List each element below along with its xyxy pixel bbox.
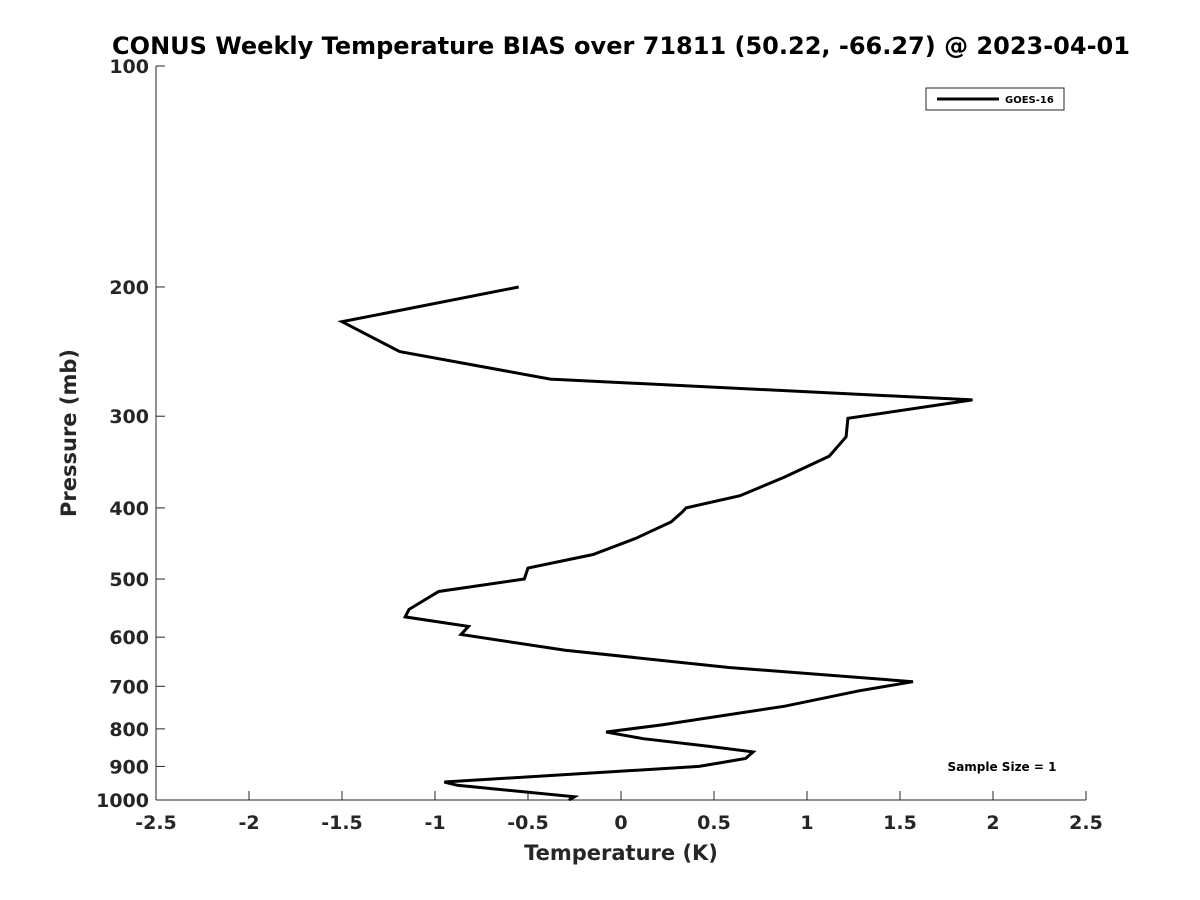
x-tick-label: 2	[986, 812, 999, 834]
x-ticks: -2.5 -2 -1.5 -1 -0.5 0 0.5 1 1.5 2 2.5	[135, 791, 1103, 834]
y-tick-label: 200	[109, 277, 149, 299]
x-tick-label: 1.5	[883, 812, 917, 834]
x-axis-label: Temperature (K)	[524, 841, 718, 865]
y-tick-label: 600	[109, 627, 149, 649]
x-tick-label: 0	[614, 812, 627, 834]
y-tick-label: 1000	[96, 790, 149, 812]
y-axis-label: Pressure (mb)	[57, 349, 81, 517]
sample-size-annotation: Sample Size = 1	[948, 760, 1057, 774]
x-tick-label: -1	[424, 812, 445, 834]
y-tick-label: 100	[109, 56, 149, 78]
y-tick-label: 400	[109, 498, 149, 520]
series-layer	[337, 285, 973, 802]
legend: GOES-16	[925, 87, 1065, 111]
x-tick-label: 1	[800, 812, 813, 834]
y-tick-label: 900	[109, 756, 149, 778]
chart-title: CONUS Weekly Temperature BIAS over 71811…	[112, 32, 1130, 60]
x-tick-label: -1.5	[321, 812, 363, 834]
x-tick-label: 0.5	[697, 812, 731, 834]
y-tick-label: 800	[109, 719, 149, 741]
y-tick-label: 500	[109, 569, 149, 591]
y-ticks: 100 200 300 400 500 600 700 800 900 1000	[96, 56, 165, 812]
x-tick-label: 2.5	[1069, 812, 1103, 834]
x-tick-label: -2	[238, 812, 259, 834]
x-tick-label: -2.5	[135, 812, 177, 834]
series-line-goes-16	[337, 285, 973, 802]
legend-label-goes-16: GOES-16	[1005, 95, 1054, 106]
y-tick-label: 300	[109, 406, 149, 428]
x-tick-label: -0.5	[507, 812, 549, 834]
y-tick-label: 700	[109, 676, 149, 698]
